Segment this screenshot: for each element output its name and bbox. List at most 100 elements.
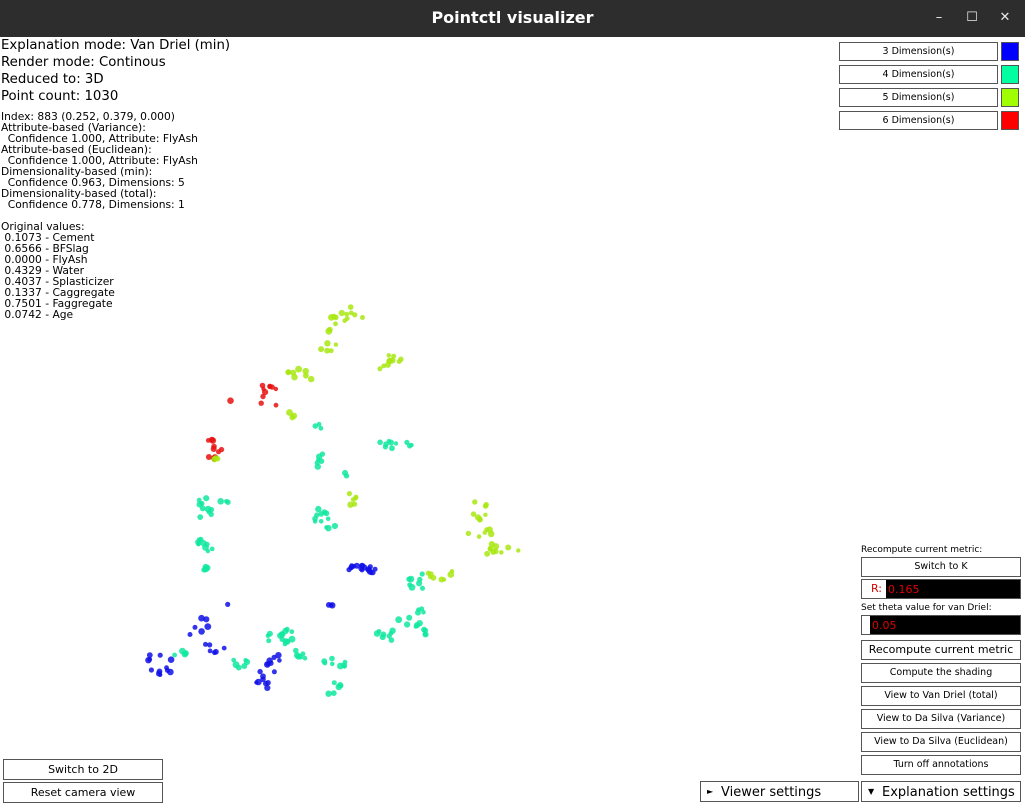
point-marker (209, 436, 215, 443)
point-cloud-viewport[interactable]: Explanation mode: Van Driel (min) Render… (0, 37, 1025, 808)
point-marker (316, 453, 323, 460)
point-marker (235, 664, 242, 671)
point-marker (416, 620, 423, 627)
point-cloud-canvas[interactable] (0, 37, 1025, 808)
minimize-icon[interactable]: – (935, 10, 943, 25)
switch-to-2d-button[interactable]: Switch to 2D (3, 759, 163, 780)
reduced-to-text: Reduced to: 3D (1, 72, 104, 87)
point-marker (314, 512, 320, 518)
original-value-line: 0.7501 - Faggregate (1, 297, 113, 310)
point-marker (254, 680, 259, 685)
point-marker (197, 514, 204, 520)
point-marker (266, 638, 272, 644)
legend-item: 4 Dimension(s) (839, 65, 1019, 84)
point-marker (483, 502, 489, 508)
original-value-line: 0.0000 - FlyAsh (1, 253, 88, 266)
point-marker (359, 563, 364, 568)
detail-line: Confidence 0.963, Dimensions: 5 (1, 176, 185, 189)
close-icon[interactable]: ✕ (999, 10, 1011, 25)
r-value-input[interactable]: 0.165 (888, 583, 920, 596)
legend-item: 3 Dimension(s) (839, 42, 1019, 61)
point-marker (231, 657, 237, 663)
point-marker (187, 632, 193, 637)
viewer-settings-button[interactable]: ► Viewer settings (700, 781, 859, 802)
explanation-settings-button[interactable]: ▼ Explanation settings (861, 781, 1021, 802)
point-marker (314, 463, 321, 470)
point-marker (257, 668, 263, 675)
point-marker (391, 353, 397, 359)
legend-swatch (1001, 111, 1019, 130)
point-marker (487, 546, 493, 552)
point-marker (221, 645, 227, 651)
point-marker (381, 363, 387, 369)
point-marker (349, 563, 355, 568)
view-da-silva-euclidean-button[interactable]: View to Da Silva (Euclidean) (861, 732, 1021, 752)
turn-off-annotations-button[interactable]: Turn off annotations (861, 755, 1021, 775)
point-marker (408, 583, 416, 591)
r-value-field[interactable]: R: 0.165 (861, 579, 1021, 599)
view-da-silva-variance-button[interactable]: View to Da Silva (Variance) (861, 709, 1021, 729)
point-marker (373, 630, 381, 637)
point-marker (330, 313, 337, 320)
point-marker (386, 358, 392, 364)
point-marker (224, 499, 229, 504)
switch-to-k-button[interactable]: Switch to K (861, 557, 1021, 577)
maximize-icon[interactable]: ☐ (966, 10, 978, 25)
original-value-line: 0.4037 - Splasticizer (1, 275, 114, 288)
point-marker (395, 616, 403, 624)
point-marker (297, 654, 304, 660)
point-marker (325, 327, 333, 335)
point-marker (324, 347, 330, 354)
point-marker (314, 460, 320, 466)
point-marker (330, 661, 335, 667)
point-marker (285, 369, 292, 376)
point-marker (341, 662, 347, 669)
point-marker (389, 445, 395, 452)
point-marker (492, 548, 499, 555)
point-marker (167, 656, 175, 663)
recompute-metric-button[interactable]: Recompute current metric (861, 640, 1021, 660)
theta-value-field[interactable]: 0.05 (861, 615, 1021, 635)
compute-shading-button[interactable]: Compute the shading (861, 663, 1021, 683)
point-marker (217, 498, 224, 505)
point-marker (353, 562, 360, 569)
point-marker (164, 665, 169, 671)
point-marker (344, 311, 350, 317)
point-marker (333, 321, 338, 327)
point-marker (209, 546, 215, 552)
point-marker (347, 304, 354, 310)
point-marker (428, 574, 433, 580)
point-marker (386, 438, 392, 444)
point-marker (325, 602, 332, 608)
point-marker (157, 652, 163, 658)
point-marker (324, 340, 331, 347)
point-marker (290, 369, 297, 376)
original-value-line: 0.0742 - Age (1, 308, 74, 321)
point-marker (269, 384, 275, 390)
explanation-settings-label: Explanation settings (882, 785, 1015, 800)
point-marker (420, 585, 425, 591)
point-marker (302, 655, 308, 661)
point-marker (329, 655, 335, 662)
detail-line: Dimensionality-based (min): (1, 165, 153, 178)
point-marker (146, 652, 153, 658)
point-marker (198, 628, 205, 635)
point-marker (344, 316, 350, 321)
point-marker (289, 629, 295, 635)
legend-swatch (1001, 88, 1019, 107)
theta-value-input[interactable]: 0.05 (872, 619, 897, 632)
point-marker (325, 516, 331, 522)
point-marker (207, 642, 213, 648)
reset-camera-button[interactable]: Reset camera view (3, 782, 163, 803)
detail-line: Attribute-based (Variance): (1, 121, 146, 134)
view-van-driel-button[interactable]: View to Van Driel (total) (861, 686, 1021, 706)
point-marker (271, 669, 277, 675)
point-marker (148, 667, 154, 673)
point-marker (258, 400, 264, 406)
point-marker (417, 576, 423, 583)
point-marker (227, 397, 234, 405)
point-marker (196, 541, 202, 546)
original-value-line: 0.1073 - Cement (1, 231, 95, 244)
explanation-mode-text: Explanation mode: Van Driel (min) (1, 38, 231, 53)
point-marker (286, 409, 293, 416)
